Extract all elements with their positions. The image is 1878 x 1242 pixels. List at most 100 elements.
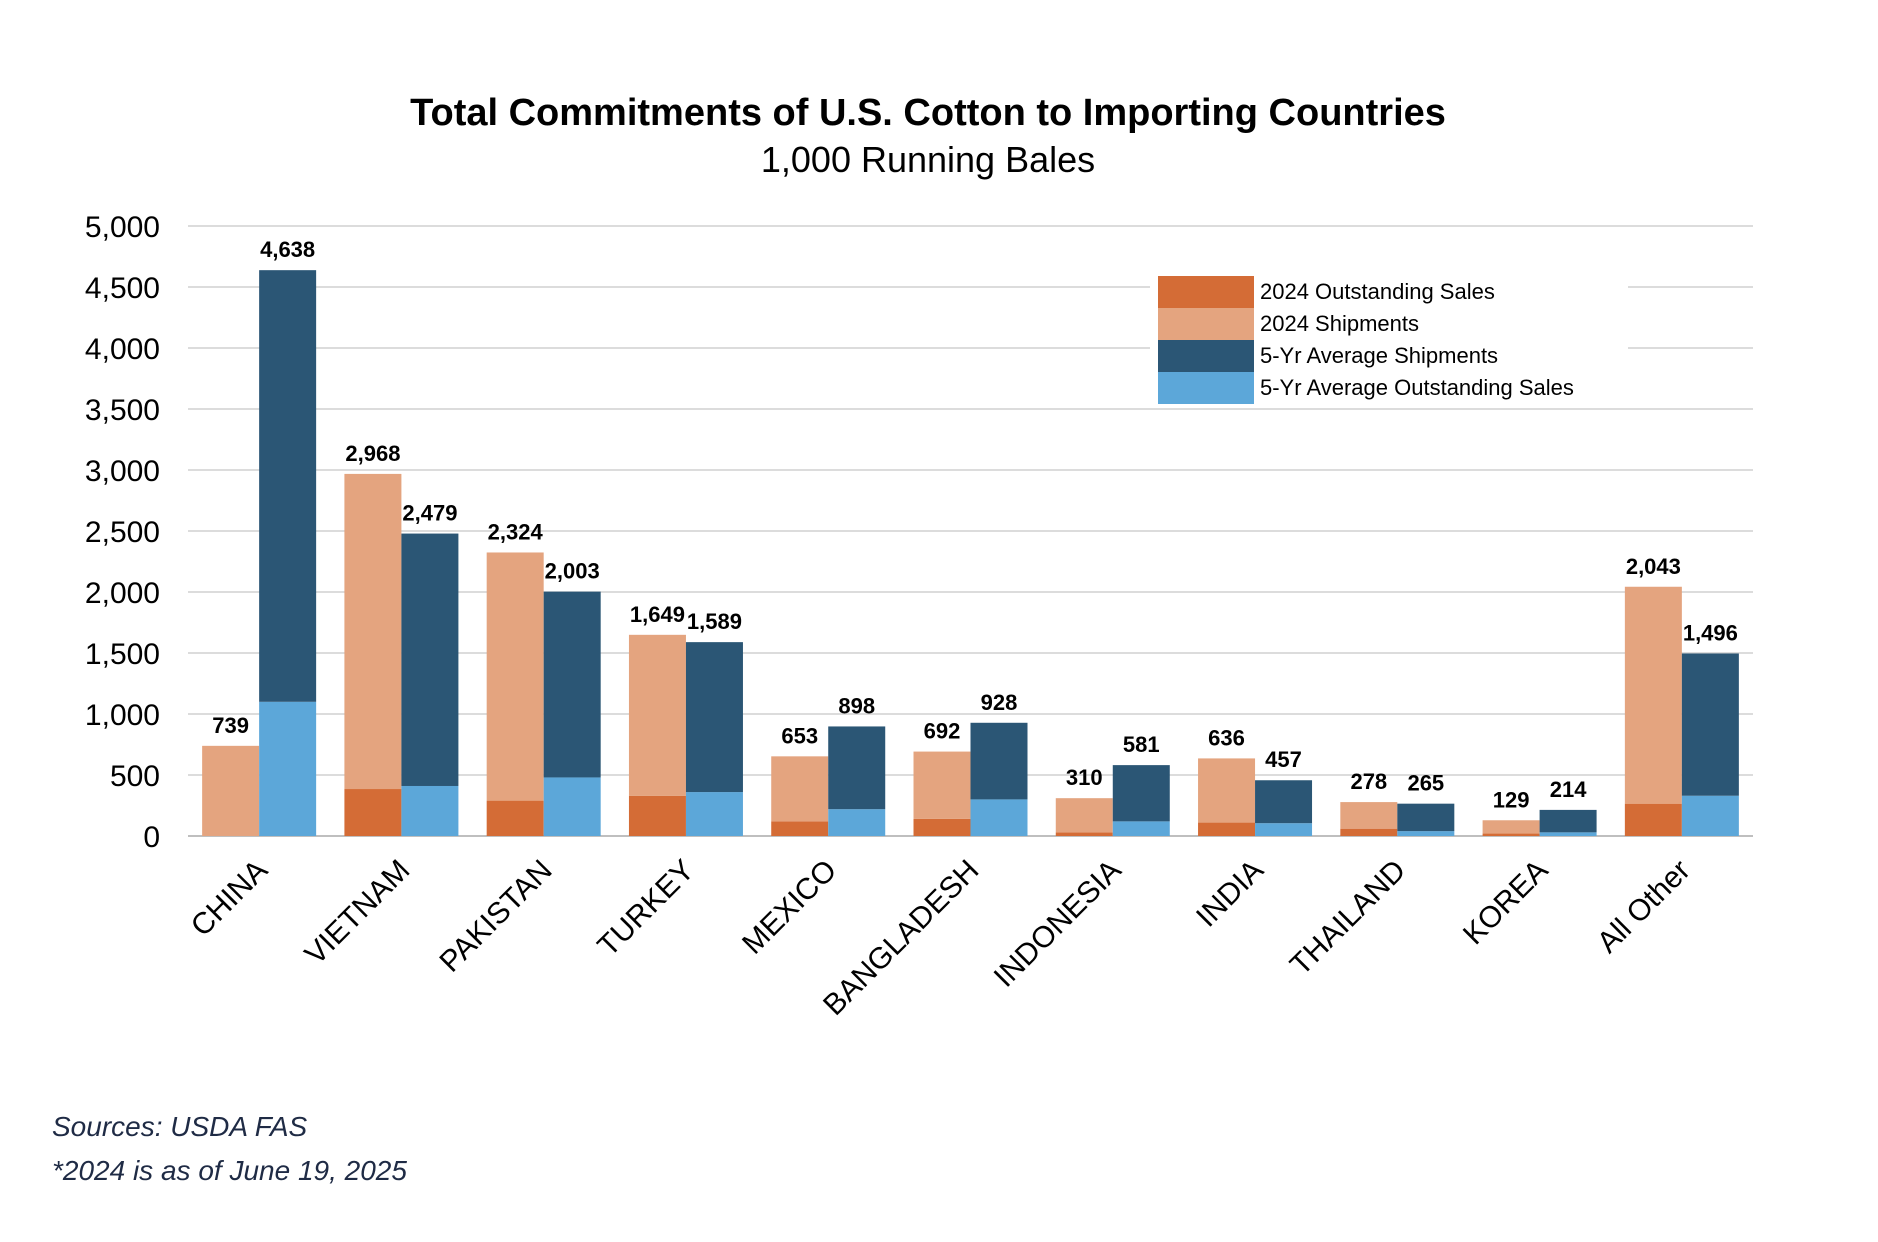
legend-swatch [1158, 308, 1254, 340]
chart-title: Total Commitments of U.S. Cotton to Impo… [410, 92, 1446, 134]
bars [202, 270, 1739, 836]
bar-segment [259, 701, 317, 836]
data-label: 2,479 [402, 501, 457, 526]
data-label: 310 [1066, 765, 1103, 790]
bar-segment [913, 818, 971, 836]
data-label: 581 [1123, 732, 1160, 757]
data-label: 1,589 [687, 609, 742, 634]
legend-label: 5-Yr Average Outstanding Sales [1260, 375, 1574, 400]
legend-swatch [1158, 276, 1254, 308]
bar-segment [1112, 821, 1170, 836]
bar-segment [1539, 832, 1597, 836]
bar-segment [1681, 653, 1739, 796]
bar-segment [344, 473, 402, 790]
bar-segment [1255, 823, 1313, 836]
bar-segment [1624, 803, 1682, 836]
bar-segment [1624, 586, 1682, 804]
y-tick-label: 1,000 [85, 699, 160, 732]
bar-segment [970, 799, 1028, 836]
bar-segment [970, 722, 1028, 800]
bar-segment [771, 756, 829, 822]
data-label: 2,043 [1626, 554, 1681, 579]
legend-swatch [1158, 372, 1254, 404]
data-label: 898 [838, 693, 875, 718]
data-label: 457 [1265, 747, 1302, 772]
y-tick-label: 500 [110, 760, 160, 793]
legend-label: 2024 Outstanding Sales [1260, 279, 1495, 304]
x-tick-label: INDONESIA [988, 854, 1128, 994]
y-tick-label: 2,000 [85, 577, 160, 610]
bar-segment [486, 800, 544, 836]
y-tick-label: 4,000 [85, 333, 160, 366]
bar-segment [1397, 803, 1455, 832]
bar-segment [828, 726, 886, 810]
data-label: 739 [212, 713, 249, 738]
bar-segment [1198, 822, 1256, 836]
bar-segment [543, 777, 601, 836]
data-label: 928 [981, 690, 1018, 715]
bar-segment [401, 533, 459, 786]
bar-segment [1681, 795, 1739, 836]
data-label: 214 [1550, 777, 1587, 802]
y-tick-label: 4,500 [85, 272, 160, 305]
bar-segment [202, 745, 260, 836]
y-tick-label: 1,500 [85, 638, 160, 671]
x-tick-label: THAILAND [1284, 854, 1412, 982]
data-label: 1,649 [630, 602, 685, 627]
data-label: 653 [781, 723, 818, 748]
x-tick-label: INDIA [1190, 854, 1270, 934]
bar-segment [828, 809, 886, 836]
data-label: 129 [1493, 787, 1530, 812]
source-note: Sources: USDA FAS [52, 1111, 308, 1142]
bar-segment [1340, 802, 1398, 829]
bar-segment [1055, 798, 1113, 833]
x-tick-label: All Other [1591, 854, 1697, 960]
y-tick-label: 3,000 [85, 455, 160, 488]
bar-segment [543, 591, 601, 778]
data-label: 2,324 [488, 519, 544, 544]
bar-segment [1539, 809, 1597, 833]
bar-segment [628, 795, 686, 836]
x-tick-label: VIETNAM [299, 854, 417, 972]
y-tick-label: 0 [143, 821, 160, 854]
bar-segment [685, 642, 743, 793]
data-label: 278 [1350, 769, 1387, 794]
data-label: 2,003 [545, 559, 600, 584]
y-tick-label: 2,500 [85, 516, 160, 549]
bar-segment [628, 634, 686, 796]
y-tick-label: 5,000 [85, 211, 160, 244]
bar-segment [1112, 765, 1170, 822]
bar-segment [1482, 833, 1540, 836]
bar-segment [1340, 828, 1398, 836]
bar-segment [1482, 820, 1540, 834]
x-tick-label: BANGLADESH [817, 854, 985, 1022]
bar-segment [1055, 832, 1113, 836]
bar-segment [1198, 758, 1256, 823]
bar-segment [486, 552, 544, 801]
bar-segment [259, 270, 317, 702]
y-tick-label: 3,500 [85, 394, 160, 427]
x-tick-label: TURKEY [592, 854, 701, 963]
data-label: 636 [1208, 725, 1245, 750]
bar-segment [685, 792, 743, 836]
legend-label: 5-Yr Average Shipments [1260, 343, 1498, 368]
legend-swatch [1158, 340, 1254, 372]
bar-segment [913, 751, 971, 819]
data-label: 1,496 [1683, 620, 1738, 645]
y-axis-ticks: 0 500 1,000 1,500 2,000 2,500 3,000 3,500 4,000 4… [85, 211, 160, 854]
data-label: 2,968 [345, 441, 400, 466]
data-label: 4,638 [260, 237, 315, 262]
legend: 2024 Outstanding Sales 2024 Shipments 5-Yr… [1150, 264, 1628, 408]
bar-segment [1255, 780, 1313, 824]
chart-subtitle: 1,000 Running Bales [761, 139, 1095, 180]
bar-segment [771, 821, 829, 836]
bar-segment [1397, 831, 1455, 836]
legend-label: 2024 Shipments [1260, 311, 1419, 336]
x-axis-ticks: CHINA VIETNAM PAKISTAN TURKEY MEXICOBANGLADE… [185, 854, 1697, 1022]
date-note: *2024 is as of June 19, 2025 [52, 1155, 407, 1186]
x-tick-label: MEXICO [736, 854, 843, 961]
x-tick-label: CHINA [185, 854, 274, 943]
data-label: 692 [924, 719, 961, 744]
